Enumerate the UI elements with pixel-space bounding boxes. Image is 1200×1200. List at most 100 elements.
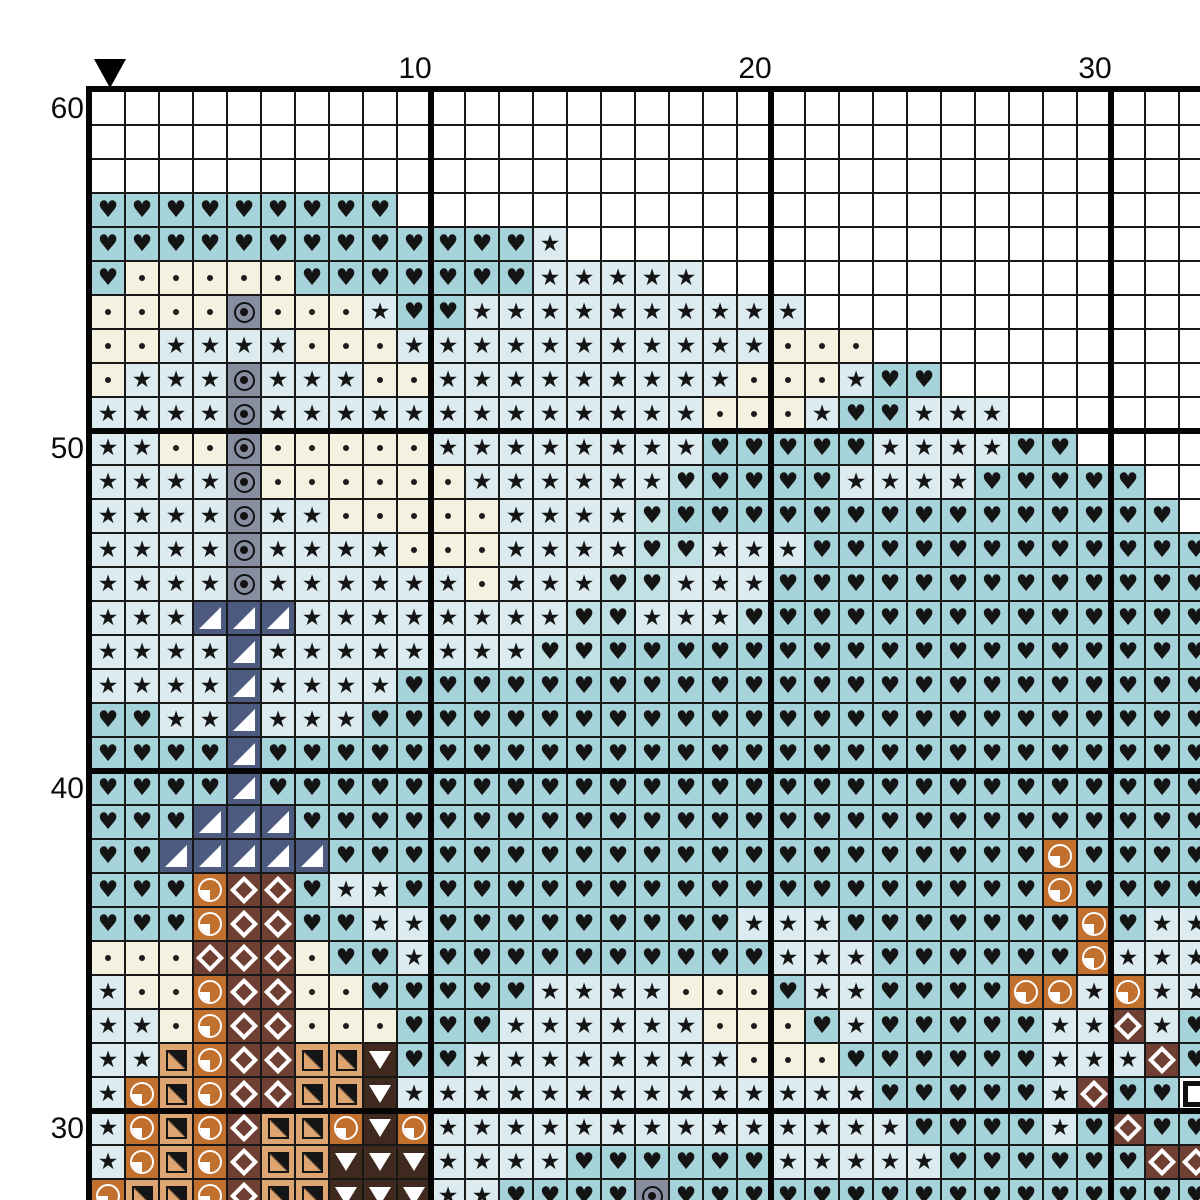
star-icon: ★: [879, 434, 901, 461]
stitch-cell-empty-fabric: [1112, 92, 1146, 126]
stitch-cell-star-blue: ★: [330, 874, 364, 908]
stitch-cell-empty-fabric: [398, 126, 432, 160]
heart-icon: ♥: [301, 876, 323, 903]
heart-icon: ♥: [777, 706, 799, 733]
stitch-cell-dot-cream: [364, 364, 398, 398]
heart-icon: ♥: [981, 1046, 1003, 1073]
heart-icon: ♥: [97, 740, 119, 767]
stitch-cell-heart-teal: ♥: [704, 942, 738, 976]
stitch-cell-empty-fabric: [1044, 262, 1078, 296]
stitch-cell-heart-teal: ♥: [874, 704, 908, 738]
stitch-cell-heart-teal: ♥: [500, 806, 534, 840]
heart-icon: ♥: [981, 774, 1003, 801]
stitch-cell-circled-dot-gray: [228, 432, 262, 466]
stitch-cell-dot-cream: [296, 976, 330, 1010]
star-icon: ★: [199, 332, 221, 359]
stitch-cell-heart-teal: ♥: [1078, 704, 1112, 738]
heart-icon: ♥: [879, 1046, 901, 1073]
stitch-cell-star-blue: ★: [704, 1078, 738, 1112]
pattern-row-49: ★ ★ ★ ★ ★ ★ ★ ★ ★ ★ ♥ ♥ ♥ ♥ ♥ ★ ★ ★ ★ ♥ ♥ ♥ ♥ ♥: [92, 466, 1200, 500]
stitch-cell-empty-fabric: [1180, 432, 1200, 466]
dot-icon: [343, 343, 349, 349]
star-icon: ★: [471, 332, 493, 359]
stitch-cell-diamond-brown: [262, 976, 296, 1010]
stitch-cell-heart-teal: ♥: [602, 670, 636, 704]
heart-icon: ♥: [1151, 1080, 1173, 1107]
star-icon: ★: [165, 366, 187, 393]
heart-icon: ♥: [1015, 944, 1037, 971]
stitch-cell-heart-teal: ♥: [942, 704, 976, 738]
stitch-cell-star-blue: ★: [296, 534, 330, 568]
heart-icon: ♥: [607, 638, 629, 665]
star-icon: ★: [199, 468, 221, 495]
pattern-row-50: ★ ★ ★ ★ ★ ★ ★ ★ ★ ★ ♥ ♥ ♥ ♥ ♥ ★ ★ ★ ★ ♥ ♥: [92, 432, 1200, 466]
dot-icon: [309, 445, 315, 451]
dot-icon: [207, 445, 213, 451]
heart-icon: ♥: [369, 196, 391, 223]
half-square-icon: [301, 1117, 323, 1139]
stitch-cell-heart-teal: ♥: [704, 1180, 738, 1200]
stitch-cell-heart-teal: ♥: [126, 194, 160, 228]
stitch-cell-heart-teal: ♥: [840, 670, 874, 704]
stitch-cell-heart-teal: ♥: [908, 636, 942, 670]
heart-icon: ♥: [981, 1114, 1003, 1141]
stitch-cell-heart-teal: ♥: [228, 228, 262, 262]
half-square-icon: [335, 1083, 357, 1105]
stitch-cell-heart-teal: ♥: [908, 1180, 942, 1200]
heart-icon: ♥: [1049, 740, 1071, 767]
stitch-cell-empty-fabric: [296, 126, 330, 160]
dot-icon: [479, 513, 485, 519]
stitch-cell-dot-cream: [160, 432, 194, 466]
heart-icon: ♥: [1151, 842, 1173, 869]
pattern-row-42: ♥♥★★★★★♥♥♥♥♥♥♥♥♥♥♥♥♥♥♥♥♥♥♥♥♥♥♥♥♥: [92, 704, 1200, 738]
heart-icon: ♥: [505, 944, 527, 971]
heart-icon: ♥: [709, 740, 731, 767]
stitch-cell-heart-teal: ♥: [1044, 432, 1078, 466]
stitch-cell-corner-triangle-navy: [160, 840, 194, 874]
stitch-cell-heart-teal: ♥: [296, 806, 330, 840]
star-icon: ★: [369, 298, 391, 325]
stitch-cell-star-blue: ★: [364, 874, 398, 908]
stitch-cell-star-blue: ★: [534, 500, 568, 534]
half-square-icon: [131, 1185, 153, 1200]
star-icon: ★: [403, 332, 425, 359]
stitch-cell-star-blue: ★: [840, 1112, 874, 1146]
stitch-cell-quarter-circle-orange: [1078, 908, 1112, 942]
stitch-cell-empty-fabric: [1044, 228, 1078, 262]
stitch-cell-heart-teal: ♥: [568, 1180, 602, 1200]
stitch-cell-heart-teal: ♥: [840, 534, 874, 568]
star-icon: ★: [131, 536, 153, 563]
stitch-cell-heart-teal: ♥: [1146, 840, 1180, 874]
stitch-cell-heart-teal: ♥: [330, 194, 364, 228]
stitch-cell-heart-teal: ♥: [874, 534, 908, 568]
stitch-cell-dot-cream: [296, 432, 330, 466]
stitch-cell-heart-teal: ♥: [976, 1146, 1010, 1180]
stitch-cell-empty-fabric: [942, 262, 976, 296]
heart-icon: ♥: [641, 570, 663, 597]
stitch-cell-heart-teal: ♥: [568, 908, 602, 942]
stitch-cell-heart-teal: ♥: [738, 1180, 772, 1200]
stitch-cell-half-square-tan: [126, 1180, 160, 1200]
stitch-cell-heart-teal: ♥: [874, 1180, 908, 1200]
heart-icon: ♥: [165, 808, 187, 835]
stitch-cell-star-blue: ★: [568, 500, 602, 534]
stitch-cell-star-blue: ★: [942, 432, 976, 466]
stitch-cell-heart-teal: ♥: [466, 228, 500, 262]
stitch-cell-star-blue: ★: [772, 1078, 806, 1112]
circled-dot-icon: [233, 437, 255, 459]
dot-icon: [785, 1057, 791, 1063]
stitch-cell-heart-teal: ♥: [806, 466, 840, 500]
star-icon: ★: [369, 638, 391, 665]
star-icon: ★: [539, 298, 561, 325]
stitch-cell-star-blue: ★: [296, 364, 330, 398]
stitch-cell-star-blue: ★: [330, 704, 364, 738]
stitch-cell-heart-teal: ♥: [262, 738, 296, 772]
stitch-cell-star-blue: ★: [670, 602, 704, 636]
heart-icon: ♥: [811, 570, 833, 597]
stitch-cell-diamond-brown: [228, 908, 262, 942]
stitch-cell-dot-cream: [160, 976, 194, 1010]
diamond-icon: [263, 977, 293, 1007]
heart-icon: ♥: [1015, 876, 1037, 903]
stitch-cell-heart-teal: ♥: [840, 1180, 874, 1200]
